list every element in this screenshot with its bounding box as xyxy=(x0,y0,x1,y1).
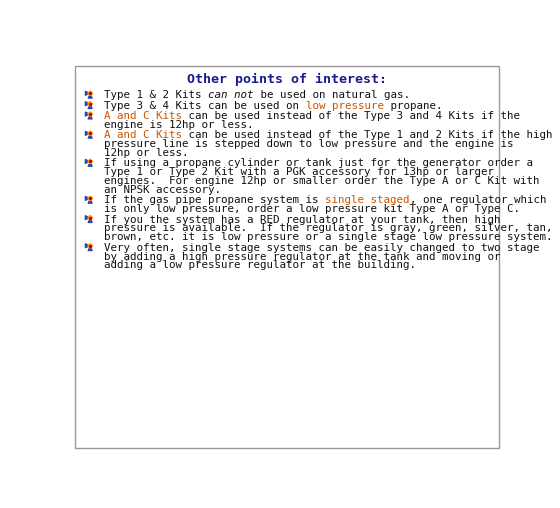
Polygon shape xyxy=(88,131,92,136)
Polygon shape xyxy=(88,102,92,106)
Text: 12hp or less.: 12hp or less. xyxy=(104,148,189,158)
Polygon shape xyxy=(88,91,92,96)
Text: can be used instead of the Type 1 and 2 Kits if the high: can be used instead of the Type 1 and 2 … xyxy=(182,130,553,140)
Text: Type 1 or Type 2 Kit with a PGK accessory for 13hp or larger: Type 1 or Type 2 Kit with a PGK accessor… xyxy=(104,167,494,177)
Text: single staged: single staged xyxy=(325,195,409,205)
Text: can not: can not xyxy=(208,90,254,100)
Text: by adding a high pressure regulator at the tank and moving or: by adding a high pressure regulator at t… xyxy=(104,251,501,262)
Text: If the gas pipe propane system is: If the gas pipe propane system is xyxy=(104,195,325,205)
Text: If using a propane cylinder or tank just for the generator order a: If using a propane cylinder or tank just… xyxy=(104,158,533,168)
Text: pressure is available.  If the regulator is gray, green, silver, tan,: pressure is available. If the regulator … xyxy=(104,224,553,234)
Text: If you the system has a RED regulator at your tank, then high: If you the system has a RED regulator at… xyxy=(104,214,501,225)
Text: adding a low pressure regulator at the building.: adding a low pressure regulator at the b… xyxy=(104,261,416,270)
Text: Other points of interest:: Other points of interest: xyxy=(187,73,387,86)
Text: engine is 12hp or less.: engine is 12hp or less. xyxy=(104,120,254,130)
Text: propane.: propane. xyxy=(384,101,442,111)
Text: , one regulator which: , one regulator which xyxy=(409,195,546,205)
Text: can be used instead of the Type 3 and 4 Kits if the: can be used instead of the Type 3 and 4 … xyxy=(182,111,520,121)
Text: is only low pressure, order a low pressure kit Type A or Type C.: is only low pressure, order a low pressu… xyxy=(104,204,520,214)
Polygon shape xyxy=(88,243,92,248)
Text: an NPSK accessory.: an NPSK accessory. xyxy=(104,185,221,195)
Text: low pressure: low pressure xyxy=(306,101,384,111)
Polygon shape xyxy=(88,112,92,116)
Text: Type 3 & 4 Kits can be used on: Type 3 & 4 Kits can be used on xyxy=(104,101,306,111)
Text: A and C Kits: A and C Kits xyxy=(104,130,182,140)
Text: A and C Kits: A and C Kits xyxy=(104,111,182,121)
Text: Type 1 & 2 Kits: Type 1 & 2 Kits xyxy=(104,90,208,100)
Text: brown, etc. it is low pressure or a single stage low pressure system.: brown, etc. it is low pressure or a sing… xyxy=(104,232,553,242)
Text: pressure line is stepped down to low pressure and the engine is: pressure line is stepped down to low pre… xyxy=(104,139,514,149)
Text: be used on natural gas.: be used on natural gas. xyxy=(254,90,409,100)
Polygon shape xyxy=(88,196,92,201)
Polygon shape xyxy=(88,215,92,220)
Text: engines.  For engine 12hp or smaller order the Type A or C Kit with: engines. For engine 12hp or smaller orde… xyxy=(104,176,540,186)
Polygon shape xyxy=(88,159,92,164)
FancyBboxPatch shape xyxy=(74,66,500,448)
Text: Very often, single stage systems can be easily changed to two stage: Very often, single stage systems can be … xyxy=(104,243,540,252)
